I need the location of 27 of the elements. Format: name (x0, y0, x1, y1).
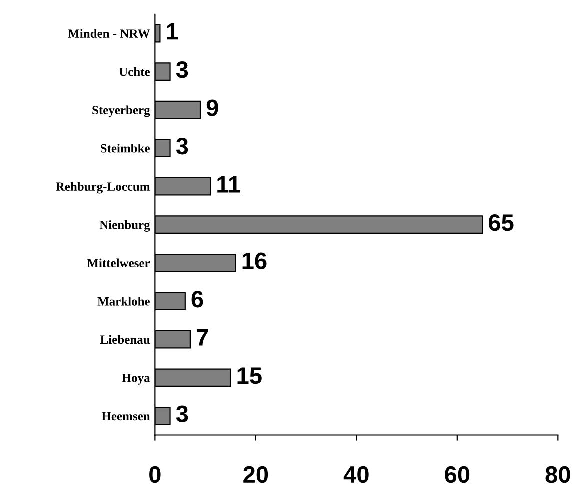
x-tick-label: 40 (344, 466, 369, 484)
data-label: 11 (218, 176, 240, 193)
y-tick-label: Steimbke (100, 144, 150, 153)
y-tick-label: Liebenau (100, 335, 150, 344)
data-label: 16 (242, 252, 267, 270)
y-tick-label: Steyerberg (92, 106, 150, 118)
y-tick-label: Uchte (119, 67, 150, 76)
y-tick-label: Nienburg (100, 220, 150, 232)
x-tick-label: 0 (150, 466, 161, 484)
y-tick-label: Minden - NRW (68, 29, 150, 38)
y-tick-label: Rehburg-Loccum (56, 182, 150, 194)
data-label: 3 (176, 406, 188, 422)
data-label: 6 (192, 290, 204, 308)
data-label: 3 (176, 61, 188, 78)
data-label: 15 (238, 368, 262, 384)
y-tick-label: Heemsen (102, 412, 150, 421)
x-tick-label: 80 (546, 466, 570, 484)
y-tick-label: Mittelweser (87, 258, 150, 268)
x-tick-label: 20 (244, 466, 268, 484)
y-tick-label: Hoya (122, 374, 150, 385)
data-label: 1 (167, 23, 178, 40)
data-label: 65 (489, 214, 514, 232)
data-label: 9 (206, 100, 218, 116)
x-tick-label: 60 (445, 466, 470, 484)
data-label: 7 (197, 329, 208, 346)
data-label: 3 (176, 138, 188, 155)
y-tick-label: Marklohe (98, 297, 150, 306)
